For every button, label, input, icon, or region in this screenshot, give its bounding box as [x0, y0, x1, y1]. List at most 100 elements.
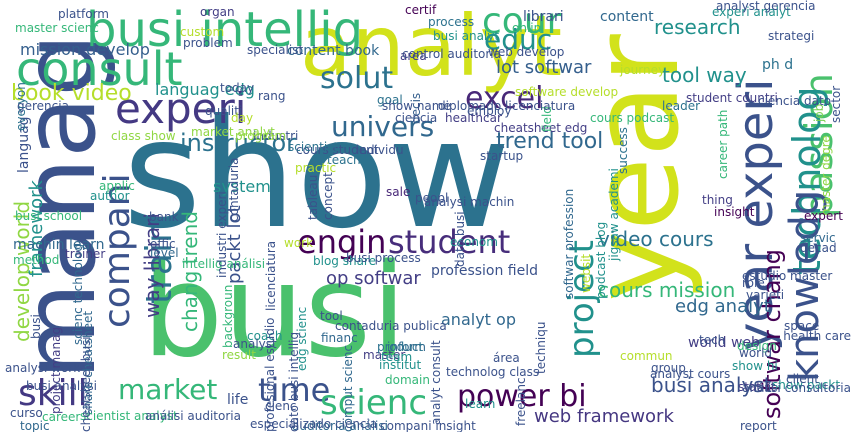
cloud-word: method: [13, 253, 60, 267]
cloud-word: ph d: [762, 57, 794, 73]
cloud-word: show hi: [732, 359, 778, 373]
cloud-word: sale: [386, 185, 411, 199]
cloud-word: content: [600, 9, 654, 25]
cloud-word: ciencia dato: [758, 94, 832, 108]
cloud-word: expert: [804, 209, 843, 223]
cloud-word: space: [784, 319, 820, 333]
cloud-word: excel: [465, 81, 544, 116]
cloud-word: student countri: [686, 91, 778, 105]
cloud-word: profession field: [431, 263, 539, 279]
cloud-word: analyst: [233, 337, 277, 351]
cloud-word: análisi consultoria: [742, 381, 851, 395]
cloud-word: busi school: [15, 209, 83, 223]
cloud-word: qualiti: [205, 104, 243, 118]
cloud-word: thing: [702, 193, 733, 207]
cloud-word: analyst gerencia: [716, 0, 816, 13]
cloud-word: op softwar: [326, 268, 421, 289]
cloud-word: compani insight: [380, 419, 476, 432]
cloud-word: analysi work: [5, 361, 81, 375]
cloud-word: analyt consult: [429, 340, 443, 425]
cloud-word: employ: [467, 104, 512, 118]
cloud-word: blog share: [313, 254, 376, 268]
cloud-word: web framework: [534, 406, 674, 427]
cloud-word: level: [150, 246, 179, 260]
cloud-word: book video: [11, 81, 132, 106]
cloud-word: análisi auditoria: [145, 409, 241, 423]
cloud-word: goal: [377, 93, 403, 107]
cloud-word: research: [654, 15, 741, 39]
cloud-word: commun: [620, 349, 673, 363]
cloud-word: organ: [200, 5, 235, 19]
cloud-word: scientist analyst: [80, 409, 178, 423]
cloud-word: tech: [699, 333, 726, 347]
cloud-word: consult: [16, 42, 183, 96]
cloud-word: varieti: [746, 288, 785, 302]
cloud-word: machin learn: [13, 237, 105, 253]
cloud-word: jigsaw academi: [607, 167, 621, 261]
cloud-word: coach: [247, 329, 283, 343]
cloud-word: concept: [321, 172, 335, 221]
cloud-word: specialist: [247, 43, 304, 57]
cloud-word: day: [231, 111, 254, 125]
cloud-word: busi analyst: [651, 373, 772, 397]
cloud-word: trend tool: [496, 129, 604, 154]
cloud-word: cour: [482, 1, 562, 42]
cloud-word: busi process: [346, 251, 421, 265]
cloud-word: power bi: [457, 379, 587, 414]
cloud-word: languag edg: [155, 80, 255, 99]
cloud-word: busi intellig: [86, 2, 364, 58]
cloud-word: applic: [99, 179, 135, 193]
cloud-word: offic: [150, 237, 176, 251]
cloud-word: diplomado licenciatura: [438, 99, 576, 113]
cloud-word: trainer: [65, 247, 106, 261]
cloud-word: mission develop: [20, 40, 150, 59]
cloud-word: video cours: [598, 227, 714, 251]
cloud-word: topic: [20, 419, 50, 432]
cloud-word: insight: [714, 205, 755, 219]
cloud-word: busi analyt: [433, 29, 500, 43]
cloud-word: product: [377, 340, 424, 354]
cloud-word: market: [118, 373, 218, 406]
cloud-word: web develop: [488, 45, 565, 59]
cloud-word: system: [213, 177, 271, 196]
cloud-word: analysi machin: [424, 195, 515, 209]
cloud-word: problem: [183, 36, 233, 50]
cloud-word: health care: [783, 329, 851, 343]
cloud-word: econom: [450, 235, 498, 249]
cloud-word: time: [258, 371, 331, 409]
cloud-word: report: [740, 419, 777, 432]
cloud-word: contaduria: [227, 157, 241, 222]
cloud-word: teach: [327, 153, 361, 167]
cloud-word: analyt: [300, 0, 563, 95]
cloud-word: contaduria publica: [335, 319, 447, 333]
cloud-word: institut: [379, 358, 422, 372]
cloud-word: freelanc: [514, 377, 528, 426]
cloud-word: class show: [111, 129, 176, 143]
cloud-word: rang: [258, 89, 286, 103]
cloud-word: career path: [716, 109, 730, 180]
cloud-word: cours mission: [598, 278, 736, 302]
cloud-word: experi: [115, 84, 247, 133]
cloud-word: design: [737, 339, 777, 353]
cloud-word: domain: [385, 373, 430, 387]
cloud-word: career: [42, 410, 81, 424]
cloud-word: technolog class: [446, 365, 540, 379]
cloud-word: cours student: [296, 143, 379, 157]
cloud-word: onlin: [512, 21, 542, 35]
cloud-word: process: [428, 15, 475, 29]
cloud-word: client: [786, 372, 819, 386]
cloud-word: softwar profession: [562, 188, 576, 299]
cloud-word: librari: [523, 9, 564, 25]
cloud-word: strategi: [768, 29, 815, 43]
cloud-word: student: [388, 223, 511, 261]
cloud-word: control auditoria: [402, 47, 501, 61]
cloud-word: scienc: [320, 383, 428, 423]
cloud-word: educ: [484, 23, 553, 56]
cloud-word: lot softwar: [496, 57, 592, 78]
cloud-word: profesional estudio: [263, 317, 277, 432]
cloud-word: life: [227, 392, 249, 408]
cloud-word: instructor: [180, 129, 297, 157]
cloud-word: individu: [356, 143, 404, 157]
cloud-word: analyst cours: [650, 367, 731, 381]
